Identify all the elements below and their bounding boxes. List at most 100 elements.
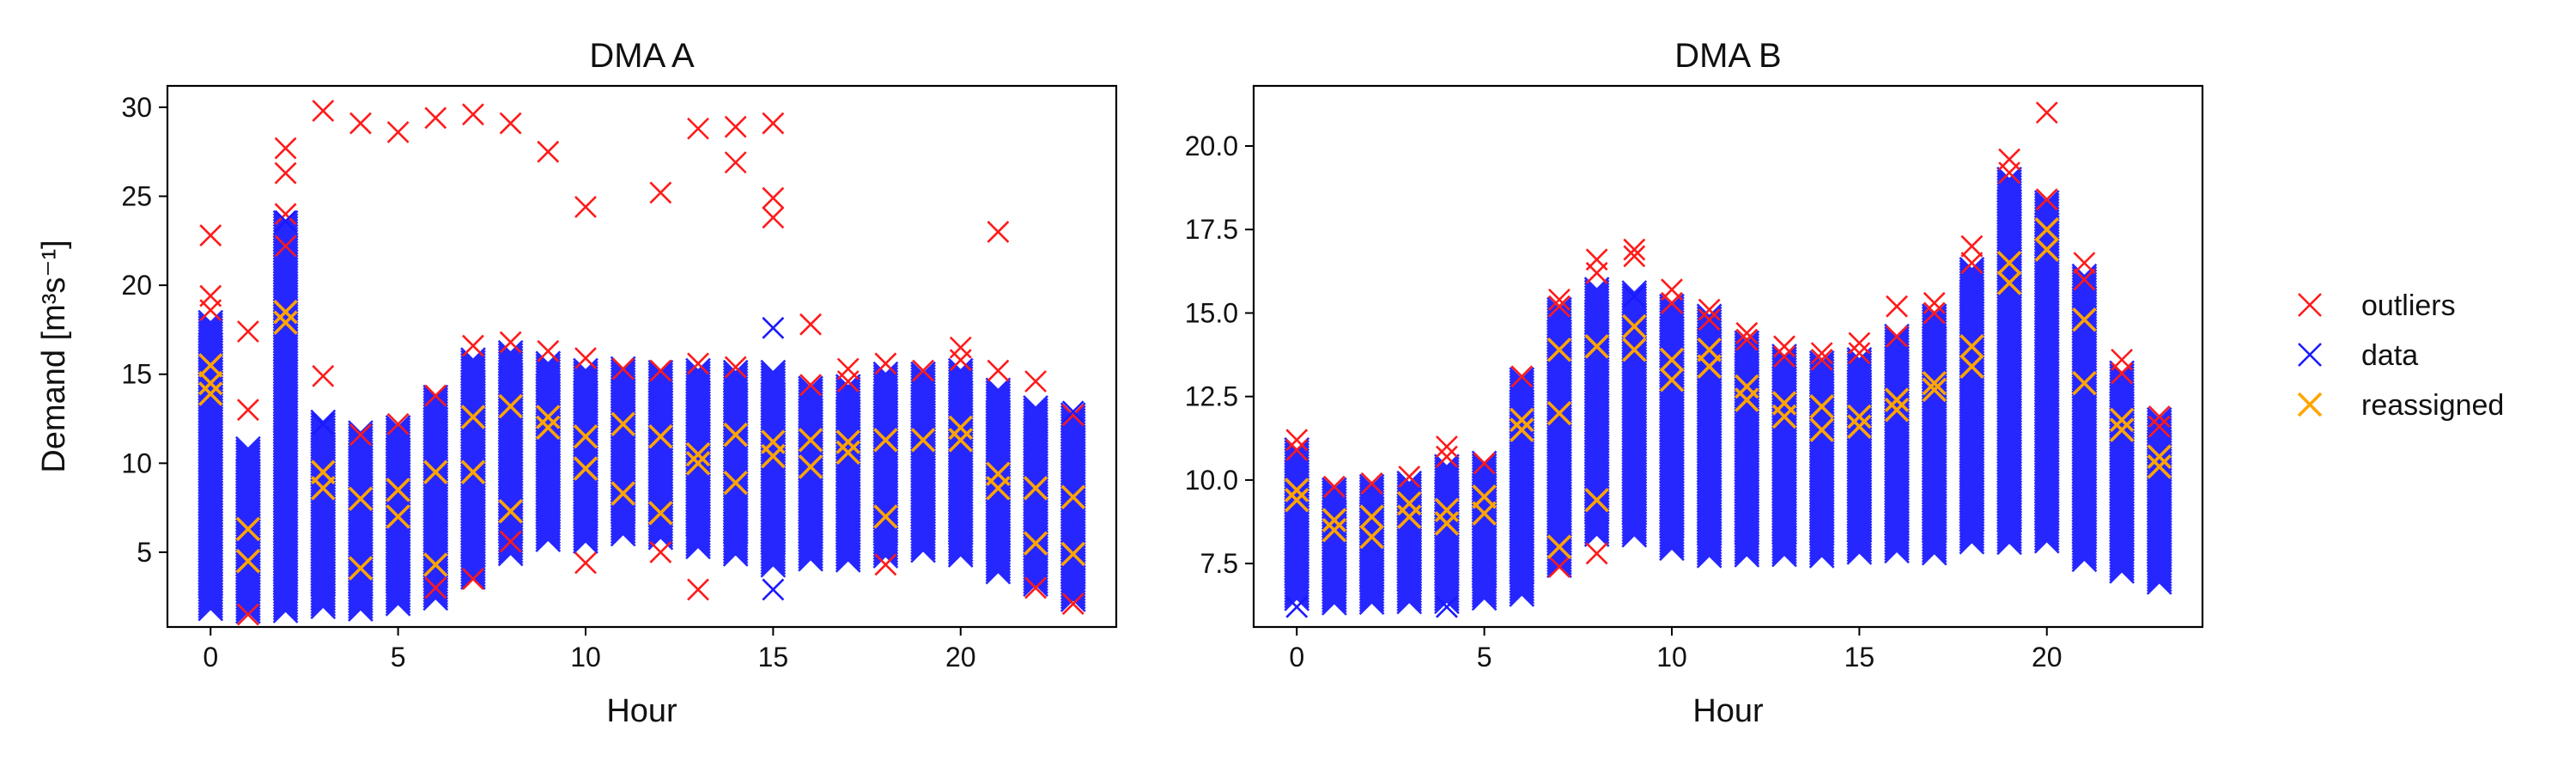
point-reassigned [1809, 394, 1834, 419]
point-reassigned [423, 552, 448, 577]
point-reassigned [835, 440, 860, 466]
y-tick-label: 17.5 [1185, 214, 1238, 245]
data-column [2033, 190, 2060, 554]
point-outliers [236, 399, 259, 422]
data-column [1509, 367, 1535, 607]
point-reassigned [1884, 397, 1910, 423]
axes-frame [1252, 84, 2204, 629]
y-tick-label: 30 [121, 92, 152, 123]
point-reassigned [273, 299, 298, 325]
point-outliers [386, 412, 410, 435]
data-column [610, 356, 636, 547]
x-tick-label: 0 [1289, 642, 1304, 673]
point-outliers [274, 161, 297, 185]
y-tick-label: 20 [121, 270, 152, 301]
point-outliers [462, 334, 484, 357]
point-outliers [1398, 466, 1421, 488]
point-outliers [649, 541, 672, 563]
data-column [460, 347, 486, 590]
point-reassigned [1584, 487, 1609, 513]
chart-panel-2: 0 5 10 15 20 7.5 10.0 12.5 15.0 17.5 20.0 DMA B Hour [1185, 37, 2204, 729]
point-outliers [1848, 342, 1871, 365]
point-outliers [499, 331, 522, 354]
point-reassigned [536, 405, 561, 429]
x-tick-label: 5 [391, 642, 406, 673]
data-column [2071, 263, 2098, 573]
y-tick-label: 15.0 [1185, 297, 1238, 328]
point-reassigned [648, 423, 673, 449]
data-column [1696, 303, 1722, 569]
data-column [947, 357, 974, 568]
point-reassigned [1996, 271, 2022, 295]
point-reassigned [685, 451, 711, 476]
point-reassigned [1023, 476, 1048, 501]
data-column [985, 377, 1012, 585]
point-outliers [537, 140, 560, 163]
data-column [1846, 346, 1873, 565]
point-outliers [2148, 415, 2171, 438]
point-outliers [2035, 101, 2058, 125]
data-column [422, 384, 449, 612]
point-data [762, 578, 785, 601]
point-reassigned [1321, 517, 1347, 543]
point-outliers [1360, 472, 1383, 495]
point-outliers [1773, 345, 1795, 368]
point-reassigned [2072, 370, 2097, 396]
point-reassigned [1809, 417, 1834, 442]
point-reassigned [1546, 534, 1572, 559]
point-reassigned [761, 443, 786, 469]
point-outliers [1661, 291, 1683, 314]
data-column [1621, 280, 1648, 548]
data-column [760, 359, 787, 578]
point-reassigned [685, 441, 711, 467]
point-outliers [949, 349, 972, 372]
point-outliers [274, 234, 297, 258]
point-reassigned [1659, 367, 1685, 393]
y-tick-label: 5 [137, 537, 152, 568]
point-reassigned [273, 310, 298, 335]
series-data [274, 210, 1084, 601]
data-column [197, 309, 224, 622]
x-axis-label: Hour [606, 693, 677, 729]
point-reassigned [197, 353, 223, 378]
point-reassigned [1359, 524, 1384, 550]
point-reassigned [536, 415, 561, 441]
point-outliers [312, 364, 335, 387]
point-outliers [537, 339, 560, 362]
x-tick-label: 5 [1477, 642, 1492, 673]
point-data [274, 210, 297, 233]
point-outliers [424, 576, 447, 600]
point-outliers [987, 359, 1010, 382]
point-reassigned [1996, 250, 2022, 276]
data-column [535, 350, 562, 553]
point-data [762, 316, 785, 339]
point-reassigned [873, 504, 898, 529]
point-reassigned [1359, 504, 1384, 529]
data-column [910, 361, 936, 563]
data-column [385, 414, 411, 617]
y-tick-label: 10 [121, 447, 152, 478]
point-reassigned [1771, 404, 1797, 429]
point-outliers [424, 107, 447, 130]
point-outliers [1436, 435, 1458, 458]
point-outliers [574, 551, 597, 575]
point-reassigned [835, 429, 860, 454]
point-reassigned [1959, 354, 1984, 379]
data-column [1996, 166, 2022, 556]
legend-item-data: data [2298, 339, 2418, 372]
y-tick-label: 10.0 [1185, 465, 1238, 496]
y-tick-label: 12.5 [1185, 381, 1238, 412]
y-tick-label: 15 [121, 359, 152, 390]
x-tick-label: 10 [1656, 642, 1687, 673]
point-outliers [2073, 268, 2096, 291]
data-column [722, 359, 749, 567]
point-outliers [499, 530, 522, 553]
data-column [1884, 323, 1910, 564]
point-reassigned [460, 460, 486, 484]
data-column [1471, 450, 1498, 612]
point-outliers [199, 299, 222, 322]
point-reassigned [1584, 334, 1609, 359]
point-outliers [724, 115, 747, 138]
point-outliers [1548, 556, 1571, 578]
chart-title: DMA A [589, 37, 695, 75]
